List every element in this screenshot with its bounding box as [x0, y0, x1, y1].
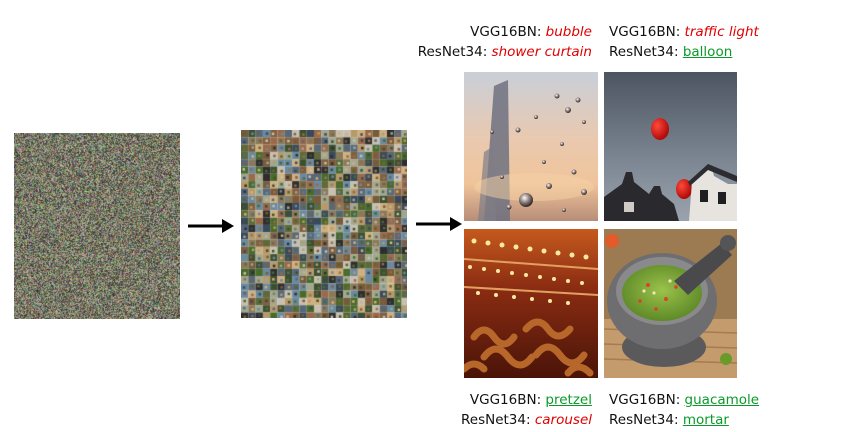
vgg-prediction: traffic light [684, 24, 759, 40]
photo-pretzels [464, 229, 598, 378]
vgg-label: VGG16BN: [469, 392, 542, 408]
resnet-label: ResNet34: [609, 44, 679, 60]
noise-image [14, 133, 180, 319]
photo-guacamole [604, 229, 737, 378]
vgg-prediction: bubble [545, 24, 592, 40]
arrow-right-icon [188, 219, 234, 233]
image-grid [241, 130, 407, 318]
caption-bottom-right: VGG16BN: guacamole ResNet34: mortar [609, 390, 759, 430]
photo-water-droplets [464, 72, 598, 221]
vgg-label: VGG16BN: [609, 392, 681, 408]
photo-balloons [604, 72, 737, 221]
resnet-label: ResNet34: [417, 44, 488, 60]
vgg-label: VGG16BN: [470, 24, 542, 40]
image-grid-canvas [241, 130, 407, 318]
resnet-label: ResNet34: [461, 412, 531, 428]
resnet-prediction: carousel [534, 412, 592, 428]
resnet-prediction: balloon [682, 44, 733, 60]
vgg-label: VGG16BN: [609, 24, 681, 40]
resnet-label: ResNet34: [609, 412, 679, 428]
arrow-right-icon [416, 217, 462, 231]
resnet-prediction: shower curtain [491, 44, 592, 60]
vgg-prediction: guacamole [684, 392, 760, 408]
caption-bottom-left: VGG16BN: pretzel ResNet34: carousel [404, 390, 592, 430]
noise-canvas [14, 133, 180, 319]
resnet-prediction: mortar [682, 412, 729, 428]
caption-top-left: VGG16BN: bubble ResNet34: shower curtain [404, 22, 592, 62]
caption-top-right: VGG16BN: traffic light ResNet34: balloon [609, 22, 759, 62]
vgg-prediction: pretzel [545, 392, 592, 408]
